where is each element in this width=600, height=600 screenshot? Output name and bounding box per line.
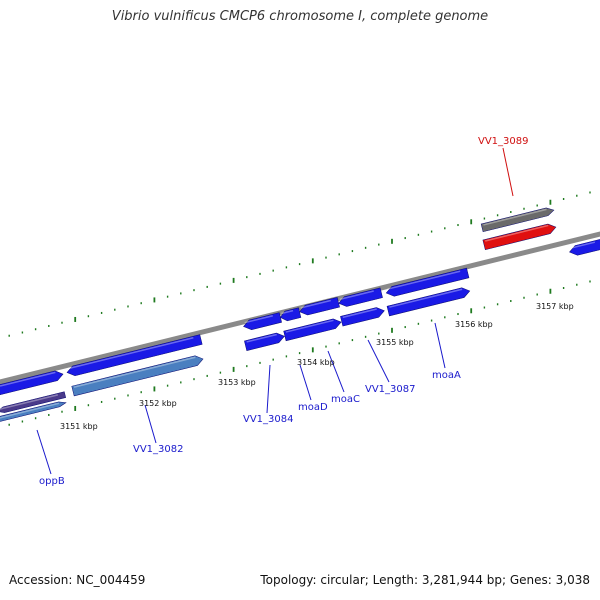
gene-lower-moaA [386,287,471,317]
gene-label-moaC[interactable]: moaC [331,394,360,405]
gene-upper-VV1_3087-shine [339,290,374,301]
backbone-line [0,231,600,385]
gene-label-VV1_3089[interactable]: VV1_3089 [478,136,529,147]
gene-upper-gray-shine [483,208,547,226]
gene-upper-moaC-shape [299,297,340,316]
gene-label-VV1_3084[interactable]: VV1_3084 [243,414,294,425]
gene-lower-lightblue-left-shine [0,402,60,419]
kbp-label-3154: 3154 kbp [297,358,335,367]
gene-upper-moaC-shine [300,299,331,309]
gene-upper-oppB-region [0,370,64,396]
gene-lower-purple [0,391,67,413]
gene-lower-moaA-shine [389,288,463,308]
gene-lower-VV1_3084-shape [244,332,285,351]
gene-upper-right-shape [569,238,600,256]
gene-lower-moaD [283,318,342,342]
gene-upper-VV1_3087 [338,287,383,307]
gene-lower-VV1_3082-shine [73,356,196,388]
gene-upper-VV1_3084 [243,312,282,330]
gene-lower-VV1_3082 [71,355,204,397]
gene-upper-VV1_3084-shape [243,312,282,330]
leader-moaC [327,350,345,393]
gene-lower-moaC-shape [340,307,385,327]
gene-upper-VV1_3082 [66,334,203,376]
label-leader-lines [36,147,514,475]
gene-label-moaA[interactable]: moaA [432,370,461,381]
gene-lower-VV1_3089-shine [485,224,549,242]
gene-upper-oppB-region-shine [0,371,56,387]
gene-lower-VV1_3084 [244,332,285,351]
gene-lower-lightblue-left-shape [0,401,67,423]
gene-lower-VV1_3084-shine [246,333,277,343]
kbp-label-3151: 3151 kbp [60,422,98,431]
gene-lower-moaC [340,307,385,327]
gene-lower-VV1_3089-shape [482,223,557,251]
gene-upper-right [569,238,600,256]
gene-upper-VV1_3084-shine [244,314,273,324]
gene-upper-VV1_3087-shape [338,287,383,307]
gene-upper-moaD-shine [281,309,294,315]
kbp-label-3155: 3155 kbp [376,338,414,347]
kbp-label-3156: 3156 kbp [455,320,493,329]
leader-moaD [299,364,312,401]
gene-label-VV1_3087[interactable]: VV1_3087 [365,384,416,395]
gene-features [0,207,600,423]
topology-text: Topology: circular; Length: 3,281,944 bp… [260,573,590,587]
gene-lower-lightblue-left [0,401,67,423]
gene-label-oppB[interactable]: oppB [39,476,65,487]
kbp-label-3153: 3153 kbp [218,378,256,387]
gene-upper-moaC [299,297,340,316]
kbp-label-3152: 3152 kbp [139,399,177,408]
leader-VV1_3087 [367,339,390,383]
gene-upper-gray [480,207,555,233]
leader-VV1_3084 [266,364,271,414]
gene-label-moaD[interactable]: moaD [298,402,328,413]
gene-lower-purple-shine [0,394,59,411]
gene-upper-moaD-shape [279,307,302,322]
leader-oppB [36,429,52,475]
gene-upper-gray-shape [480,207,555,233]
gene-lower-purple-shape [0,391,67,413]
kbp-label-3157: 3157 kbp [536,302,574,311]
leader-VV1_3089 [502,147,514,197]
gene-upper-right-shine [570,241,596,249]
gene-lower-moaC-shine [342,308,377,319]
gene-lower-VV1_3089 [482,223,557,251]
gene-lower-moaD-shine [285,319,334,333]
gene-label-VV1_3082[interactable]: VV1_3082 [133,444,184,455]
leader-moaA [434,322,446,369]
accession-text: Accession: NC_004459 [9,573,146,587]
tick-marks [8,191,591,426]
gene-upper-VV1_3082-shine [67,337,194,370]
kbp-labels: 3151 kbp 3152 kbp 3153 kbp 3154 kbp 3155… [60,302,574,431]
gene-upper-moaA-shape [385,267,470,297]
map-title: Vibrio vulnificus CMCP6 chromosome I, co… [111,9,489,24]
gene-labels: oppB VV1_3082 VV1_3084 moaD moaC VV1_308… [39,136,529,487]
gene-upper-moaA [385,267,470,297]
gene-upper-moaD [279,307,302,322]
gene-lower-VV1_3082-shape [71,355,204,397]
gene-upper-moaA-shine [387,270,461,290]
gene-upper-oppB-region-shape [0,370,64,396]
gene-upper-VV1_3082-shape [66,334,203,376]
gene-lower-moaD-shape [283,318,342,342]
leader-VV1_3082 [144,404,157,444]
gene-lower-moaA-shape [386,287,471,317]
